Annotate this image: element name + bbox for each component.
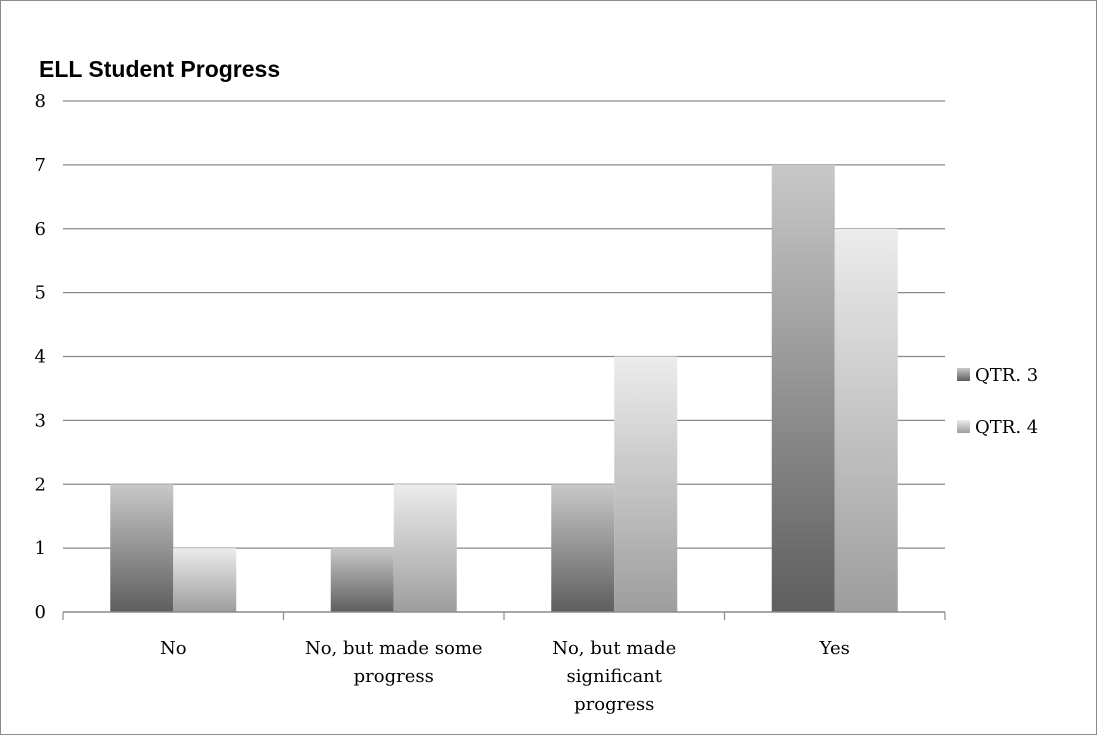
- bar-qtr-3: [110, 484, 174, 612]
- legend-swatch: [957, 368, 970, 381]
- chart-title: ELL Student Progress: [39, 56, 280, 82]
- x-category-label: progress: [574, 694, 654, 715]
- bar-qtr-3: [551, 484, 615, 612]
- y-tick-label: 3: [35, 410, 46, 431]
- legend-label: QTR. 4: [975, 417, 1038, 438]
- gridlines: [63, 100, 945, 549]
- y-tick-label: 0: [35, 602, 46, 623]
- y-tick-label: 5: [35, 283, 46, 304]
- bar-qtr-4: [834, 228, 898, 612]
- legend: QTR. 3 QTR. 4: [957, 365, 1038, 438]
- legend-label: QTR. 3: [975, 365, 1038, 386]
- x-category-label: significant: [566, 666, 662, 687]
- y-axis-ticks: 0 1 2 3 4 5 6 7 8: [35, 91, 46, 623]
- legend-swatch: [957, 420, 970, 433]
- bar-qtr-4: [173, 548, 237, 612]
- bar-qtr-3: [330, 548, 394, 612]
- y-tick-label: 1: [35, 538, 46, 559]
- y-tick-label: 6: [35, 219, 46, 240]
- y-tick-label: 2: [35, 474, 46, 495]
- y-tick-label: 8: [35, 91, 46, 112]
- x-category-label: No, but made: [552, 638, 676, 659]
- bar-qtr-3: [771, 164, 835, 612]
- x-axis: [62, 611, 946, 620]
- x-category-label: No, but made some: [305, 638, 483, 659]
- bar-qtr-4: [614, 356, 678, 612]
- x-category-label: No: [160, 638, 187, 659]
- y-tick-label: 4: [35, 347, 46, 368]
- x-category-label: progress: [354, 666, 434, 687]
- x-category-label: Yes: [819, 638, 850, 659]
- bar-qtr-4: [393, 484, 457, 612]
- y-tick-label: 7: [35, 155, 46, 176]
- bars: [110, 164, 898, 612]
- category-labels: No No, but made some progress No, but made s…: [160, 638, 850, 715]
